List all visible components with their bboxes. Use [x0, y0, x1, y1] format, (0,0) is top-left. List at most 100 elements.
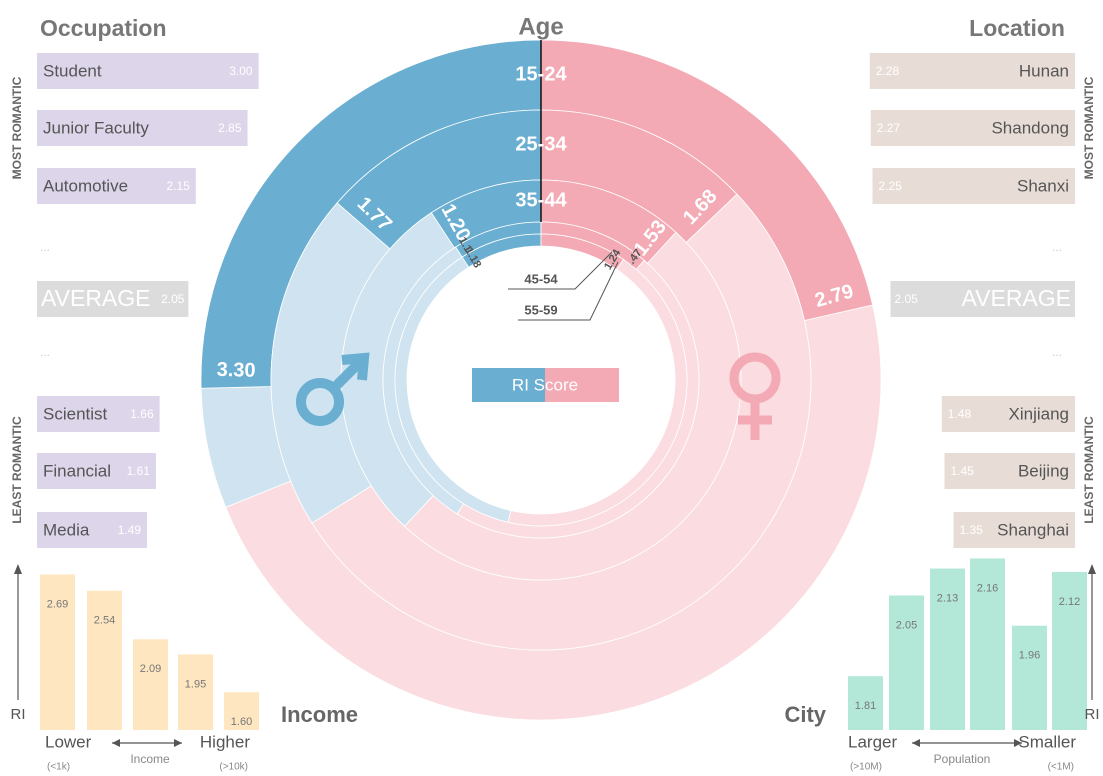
- title: Occupation: [40, 15, 167, 41]
- ring-female-rest: [507, 258, 688, 527]
- end-label: Larger: [848, 732, 897, 751]
- end-note: (<1M): [1048, 762, 1074, 773]
- leader-line: [518, 261, 619, 321]
- title: Location: [969, 15, 1065, 41]
- category-label: Shanxi: [1017, 176, 1069, 195]
- female-icon: [729, 352, 781, 404]
- bar: [37, 396, 160, 432]
- value-label: 2.69: [47, 598, 68, 610]
- average-value: 2.05: [895, 292, 919, 306]
- value-label: 1.95: [185, 678, 206, 690]
- axis-label: Income: [130, 752, 170, 766]
- bar: [37, 512, 148, 548]
- title: Age: [518, 13, 563, 40]
- legend-swatch: [472, 368, 545, 402]
- age-label: 15-24: [515, 63, 567, 85]
- value-label: 1.61: [127, 464, 151, 478]
- value-label: 2.28: [876, 64, 900, 78]
- value-label: 1.96: [1019, 650, 1040, 662]
- bar: [37, 53, 259, 89]
- side-label: MOST ROMANTIC: [1082, 76, 1096, 179]
- category-label: Automotive: [43, 176, 128, 195]
- value-label: 2.13: [937, 592, 958, 604]
- category-label: Media: [43, 520, 90, 539]
- arc-female: [540, 233, 624, 270]
- value-label: 1.81: [855, 700, 876, 712]
- category-label: Scientist: [43, 404, 108, 423]
- bar: [930, 568, 965, 730]
- category-label: Hunan: [1019, 61, 1069, 80]
- value-label: 1.60: [231, 716, 252, 728]
- category-label: Student: [43, 61, 102, 80]
- axis-label: RI: [11, 706, 26, 723]
- value-label: 2.12: [1059, 596, 1080, 608]
- average-label: AVERAGE: [41, 285, 151, 311]
- ellipsis: ...: [40, 345, 50, 359]
- bar: [870, 110, 1075, 146]
- female-icon: [738, 402, 772, 440]
- age-label: 55-59: [524, 302, 557, 317]
- axis-label: Population: [934, 752, 991, 766]
- title: Income: [281, 702, 358, 727]
- category-label: Financial: [43, 461, 111, 480]
- bar: [133, 639, 168, 730]
- value-label: 1.66: [130, 407, 154, 421]
- side-label: LEAST ROMANTIC: [1082, 416, 1096, 524]
- average-bar: [890, 281, 1075, 317]
- end-label: Smaller: [1018, 732, 1076, 751]
- male-icon: [296, 378, 344, 426]
- arrow-head: [1088, 564, 1096, 574]
- bar: [889, 595, 924, 730]
- age-label: 25-34: [515, 133, 567, 155]
- value-label: 3.00: [229, 64, 253, 78]
- age-label: 45-54: [524, 271, 558, 286]
- average-bar: [37, 281, 189, 317]
- age-label: 35-44: [515, 189, 567, 211]
- category-label: Beijing: [1018, 461, 1069, 480]
- bar: [40, 574, 75, 730]
- value-label: 2.25: [879, 179, 903, 193]
- value-label: 2.05: [896, 619, 917, 631]
- bar: [1052, 571, 1087, 730]
- ellipsis: ...: [40, 240, 50, 254]
- bar: [1012, 625, 1047, 730]
- arrow-head: [14, 564, 22, 574]
- side-label: MOST ROMANTIC: [10, 76, 24, 179]
- value-label: 3.30: [216, 359, 256, 382]
- category-label: Shanghai: [997, 520, 1069, 539]
- value-label: 2.54: [94, 615, 115, 627]
- ellipsis: ...: [1052, 345, 1062, 359]
- end-note: (>10M): [850, 762, 882, 773]
- side-label: LEAST ROMANTIC: [10, 416, 24, 524]
- bar: [178, 654, 213, 730]
- bar: [953, 512, 1075, 548]
- end-label: Lower: [45, 732, 92, 751]
- end-label: Higher: [200, 732, 250, 751]
- category-label: Junior Faculty: [43, 118, 149, 137]
- bar: [848, 676, 883, 730]
- value-label: 2.09: [140, 663, 161, 675]
- leader-line: [508, 251, 613, 290]
- legend-swatch: [545, 368, 619, 402]
- end-note: (>10k): [219, 762, 248, 773]
- value-label: 2.85: [218, 121, 242, 135]
- bar: [869, 53, 1075, 89]
- category-label: Xinjiang: [1009, 404, 1070, 423]
- value-label: 2.15: [166, 179, 190, 193]
- value-label: 2.16: [977, 582, 998, 594]
- bar: [941, 396, 1075, 432]
- category-label: Shandong: [991, 118, 1069, 137]
- bar: [37, 168, 196, 204]
- arrow-head: [112, 739, 182, 747]
- male-icon: [330, 352, 370, 392]
- bar: [37, 453, 156, 489]
- bar: [37, 110, 248, 146]
- legend-label: RI Score: [512, 375, 578, 394]
- value-label: 1.45: [951, 464, 975, 478]
- bar: [872, 168, 1075, 204]
- bar: [224, 692, 259, 730]
- value-label: 1.48: [948, 407, 972, 421]
- value-label: 2.27: [877, 121, 901, 135]
- axis-label: RI: [1085, 706, 1100, 723]
- value-label: 1.35: [960, 523, 984, 537]
